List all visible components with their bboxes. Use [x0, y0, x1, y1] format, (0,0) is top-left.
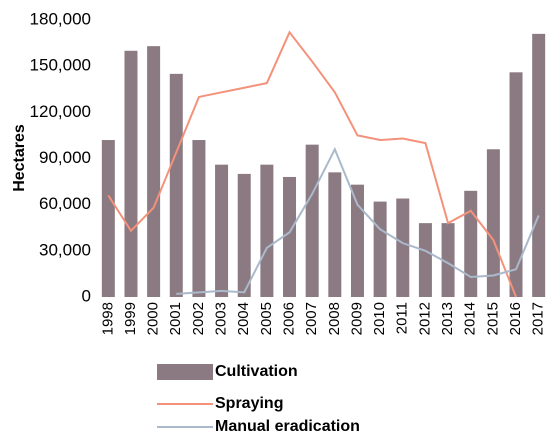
legend-label: Manual eradication: [215, 418, 360, 435]
bar: [418, 223, 432, 297]
y-tick-label: 180,000: [30, 9, 91, 28]
y-axis-label: Hectares: [11, 124, 28, 192]
x-tick-label: 2009: [348, 302, 365, 335]
x-tick-label: 2017: [530, 302, 547, 335]
bar: [124, 50, 138, 298]
bar: [373, 201, 387, 297]
x-tick-label: 2013: [439, 302, 456, 335]
bar: [305, 144, 319, 297]
x-tick-label: 2001: [167, 302, 184, 335]
bar: [147, 46, 161, 298]
bar: [486, 149, 500, 297]
x-tick-label: 2003: [213, 302, 230, 335]
bar: [464, 190, 478, 297]
y-tick-label: 120,000: [30, 102, 91, 121]
legend-label: Cultivation: [215, 363, 298, 380]
bar: [237, 173, 251, 297]
bar: [509, 72, 523, 297]
y-tick-label: 0: [82, 286, 91, 305]
x-tick-label: 2002: [190, 302, 207, 335]
legend-label: Spraying: [215, 395, 283, 412]
x-tick-label: 2011: [394, 302, 411, 334]
bar: [169, 73, 183, 297]
x-tick-label: 2010: [371, 302, 388, 335]
x-tick-label: 1999: [122, 302, 139, 335]
x-tick-label: 2006: [280, 302, 297, 335]
bar: [350, 184, 364, 297]
x-tick-label: 2007: [303, 302, 320, 335]
legend-swatch: [157, 364, 213, 380]
x-tick-label: 2004: [235, 302, 252, 335]
line: [176, 146, 540, 295]
bar: [532, 33, 546, 297]
y-tick-label: 60,000: [39, 194, 91, 213]
bar: [441, 223, 455, 297]
y-tick-label: 90,000: [39, 148, 91, 167]
y-tick-label: 30,000: [39, 240, 91, 259]
bar: [260, 164, 274, 297]
x-tick-label: 2016: [507, 302, 524, 335]
x-tick-label: 1998: [99, 302, 116, 335]
bar: [101, 140, 115, 297]
x-tick-label: 2000: [145, 302, 162, 335]
bar: [192, 140, 206, 297]
x-tick-label: 2015: [484, 302, 501, 335]
x-tick-label: 2005: [258, 302, 275, 335]
bar: [215, 164, 229, 297]
line: [107, 30, 517, 298]
x-tick-label: 2008: [326, 302, 343, 335]
x-tick-label: 2014: [462, 302, 479, 335]
bar: [396, 198, 410, 297]
y-tick-label: 150,000: [30, 56, 91, 75]
x-tick-label: 2012: [416, 302, 433, 335]
bar: [283, 176, 297, 297]
bar: [328, 172, 342, 297]
